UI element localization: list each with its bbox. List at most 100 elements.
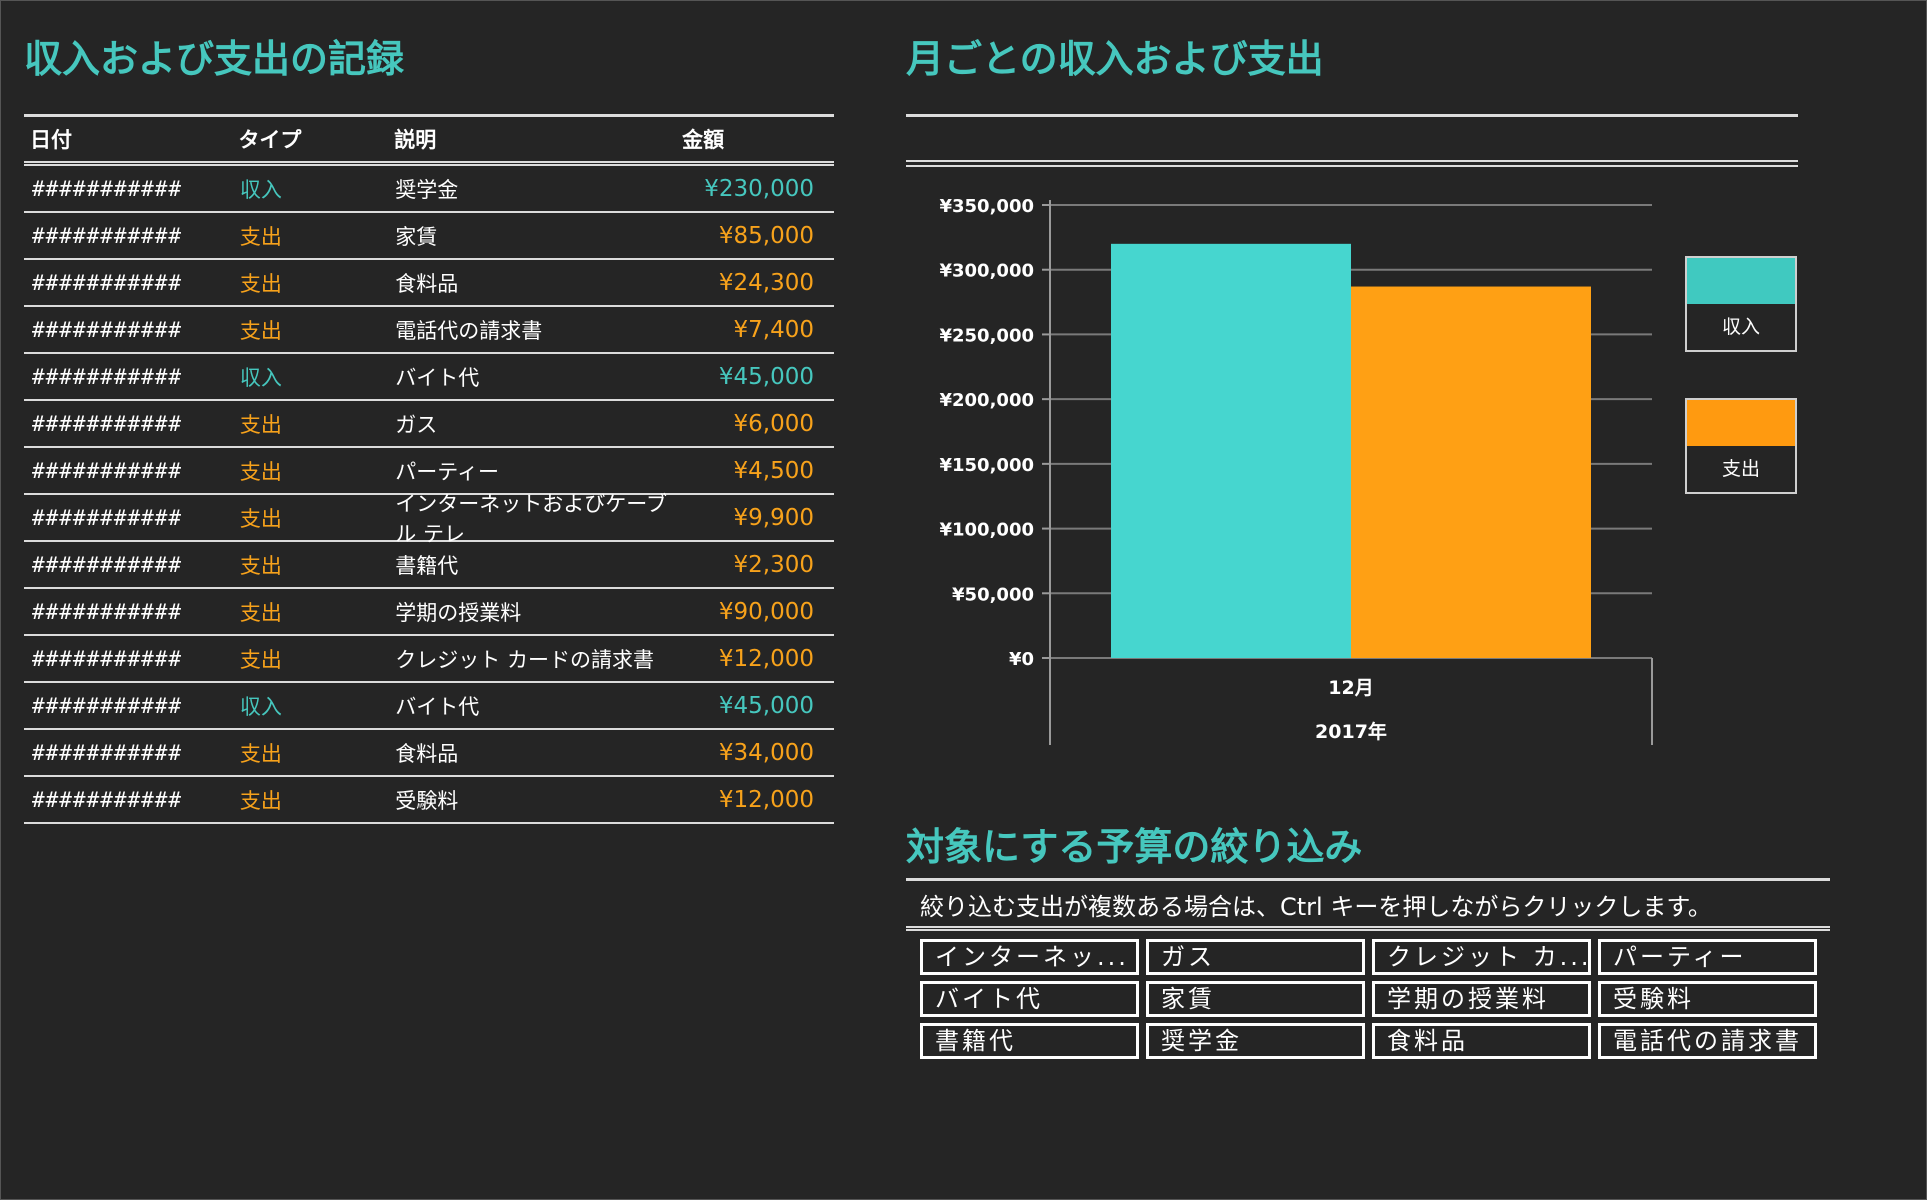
header-amount[interactable]: 金額 [682, 128, 725, 152]
slicer-button[interactable]: ガス [1146, 939, 1365, 975]
chart-rule [906, 114, 1798, 117]
cell-description[interactable]: パーティー [395, 459, 500, 484]
slicer-button[interactable]: 受験料 [1598, 981, 1817, 1017]
legend-item[interactable]: 支出 [1685, 398, 1797, 494]
cell-amount[interactable]: ¥9,900 [733, 504, 814, 531]
table-row[interactable]: ########### 収入 奨学金 ¥230,000 [24, 166, 834, 213]
cell-amount[interactable]: ¥45,000 [718, 692, 814, 719]
cell-amount[interactable]: ¥12,000 [718, 786, 814, 813]
cell-type[interactable]: 支出 [239, 224, 282, 249]
slicer-button[interactable]: 食料品 [1372, 1023, 1591, 1059]
cell-type[interactable]: 収入 [239, 365, 282, 390]
cell-date[interactable]: ########### [32, 505, 183, 530]
cell-amount[interactable]: ¥4,500 [733, 457, 814, 484]
table-row[interactable]: ########### 収入 バイト代 ¥45,000 [24, 354, 834, 401]
table-row[interactable]: ########### 支出 書籍代 ¥2,300 [24, 542, 834, 589]
cell-type[interactable]: 支出 [239, 412, 282, 437]
cell-date[interactable]: ########### [32, 364, 183, 389]
cell-amount[interactable]: ¥90,000 [718, 598, 814, 625]
slicer-button[interactable]: クレジット カ... [1372, 939, 1591, 975]
slicer-button[interactable]: 学期の授業料 [1372, 981, 1591, 1017]
cell-date[interactable]: ########### [32, 223, 183, 248]
cell-description[interactable]: バイト代 [395, 365, 480, 390]
cell-amount[interactable]: ¥24,300 [718, 269, 814, 296]
slicer-button[interactable]: 奨学金 [1146, 1023, 1365, 1059]
table-row[interactable]: ########### 支出 電話代の請求書 ¥7,400 [24, 307, 834, 354]
cell-date[interactable]: ########### [32, 599, 183, 624]
cell-description[interactable]: 奨学金 [395, 177, 459, 202]
table-row[interactable]: ########### 支出 クレジット カードの請求書 ¥12,000 [24, 636, 834, 683]
table-row[interactable]: ########### 支出 受験料 ¥12,000 [24, 777, 834, 824]
table-row[interactable]: ########### 支出 家賃 ¥85,000 [24, 213, 834, 260]
cell-description[interactable]: 食料品 [395, 741, 459, 766]
header-description[interactable]: 説明 [394, 128, 437, 152]
cell-type[interactable]: 支出 [239, 506, 282, 531]
cell-type[interactable]: 収入 [239, 694, 282, 719]
cell-type[interactable]: 収入 [239, 177, 282, 202]
table-row[interactable]: ########### 支出 食料品 ¥34,000 [24, 730, 834, 777]
cell-description[interactable]: 電話代の請求書 [395, 318, 543, 343]
cell-amount[interactable]: ¥34,000 [718, 739, 814, 766]
table-row[interactable]: ########### 支出 学期の授業料 ¥90,000 [24, 589, 834, 636]
bar-expense [1351, 286, 1591, 658]
cell-type[interactable]: 支出 [239, 741, 282, 766]
cell-description[interactable]: 食料品 [395, 271, 459, 296]
cell-description[interactable]: 受験料 [395, 788, 459, 813]
y-tick-label: ¥100,000 [939, 520, 1034, 541]
table-row[interactable]: ########### 支出 インターネットおよびケーブル テレ ¥9,900 [24, 492, 834, 546]
cell-date[interactable]: ########### [32, 458, 183, 483]
bar-chart[interactable]: ¥0 ¥50,000 ¥100,000 ¥150,000 ¥200,000 ¥250,00… [900, 170, 1660, 760]
cell-type[interactable]: 支出 [239, 271, 282, 296]
cell-date[interactable]: ########### [32, 787, 183, 812]
cell-date[interactable]: ########### [32, 411, 183, 436]
slicer-hint: 絞り込む支出が複数ある場合は、Ctrl キーを押しながらクリックします。 [906, 881, 1830, 931]
cell-type[interactable]: 支出 [239, 459, 282, 484]
cell-amount[interactable]: ¥6,000 [733, 410, 814, 437]
cell-date[interactable]: ########### [32, 740, 183, 765]
cell-type[interactable]: 支出 [239, 553, 282, 578]
slicer-button[interactable]: 電話代の請求書 [1598, 1023, 1817, 1059]
cell-date[interactable]: ########### [32, 646, 183, 671]
cell-type[interactable]: 支出 [239, 788, 282, 813]
slicer-rule [906, 878, 1830, 881]
legend-item[interactable]: 収入 [1685, 256, 1797, 352]
cell-amount[interactable]: ¥45,000 [718, 363, 814, 390]
cell-date[interactable]: ########### [32, 317, 183, 342]
header-date[interactable]: 日付 [30, 128, 72, 152]
y-tick-label: ¥150,000 [939, 455, 1034, 476]
cell-type[interactable]: 支出 [239, 318, 282, 343]
cell-date[interactable]: ########### [32, 270, 183, 295]
cell-date[interactable]: ########### [32, 176, 183, 201]
cell-amount[interactable]: ¥2,300 [733, 551, 814, 578]
header-type[interactable]: タイプ [238, 128, 302, 152]
bar-income [1111, 243, 1351, 658]
cell-description[interactable]: ガス [395, 412, 438, 437]
cell-type[interactable]: 支出 [239, 600, 282, 625]
cell-description[interactable]: インターネットおよびケーブル テレ [395, 491, 668, 546]
cell-description[interactable]: バイト代 [395, 694, 480, 719]
cell-date[interactable]: ########### [32, 552, 183, 577]
slicer-button[interactable]: パーティー [1598, 939, 1817, 975]
cell-description[interactable]: 学期の授業料 [395, 600, 522, 625]
cell-description[interactable]: 家賃 [395, 224, 438, 249]
table-row[interactable]: ########### 支出 ガス ¥6,000 [24, 401, 834, 448]
y-tick-label: ¥250,000 [939, 325, 1034, 346]
cell-amount[interactable]: ¥7,400 [733, 316, 814, 343]
cell-amount[interactable]: ¥85,000 [718, 222, 814, 249]
cell-description[interactable]: クレジット カードの請求書 [395, 647, 654, 672]
slicer-button[interactable]: 書籍代 [920, 1023, 1139, 1059]
table-row[interactable]: ########### 支出 パーティー ¥4,500 [24, 448, 834, 495]
cell-date[interactable]: ########### [32, 693, 183, 718]
slicer-button[interactable]: インターネッ... [920, 939, 1139, 975]
slicer-button[interactable]: バイト代 [920, 981, 1139, 1017]
table-row[interactable]: ########### 収入 バイト代 ¥45,000 [24, 683, 834, 730]
cell-type[interactable]: 支出 [239, 647, 282, 672]
cell-amount[interactable]: ¥12,000 [718, 645, 814, 672]
chart-title: 月ごとの収入および支出 [906, 37, 1324, 81]
x-group-label: 2017年 [1315, 720, 1387, 743]
slicer-button[interactable]: 家賃 [1146, 981, 1365, 1017]
cell-description[interactable]: 書籍代 [395, 553, 459, 578]
chart-rule [906, 165, 1798, 167]
cell-amount[interactable]: ¥230,000 [704, 175, 814, 202]
table-row[interactable]: ########### 支出 食料品 ¥24,300 [24, 260, 834, 307]
